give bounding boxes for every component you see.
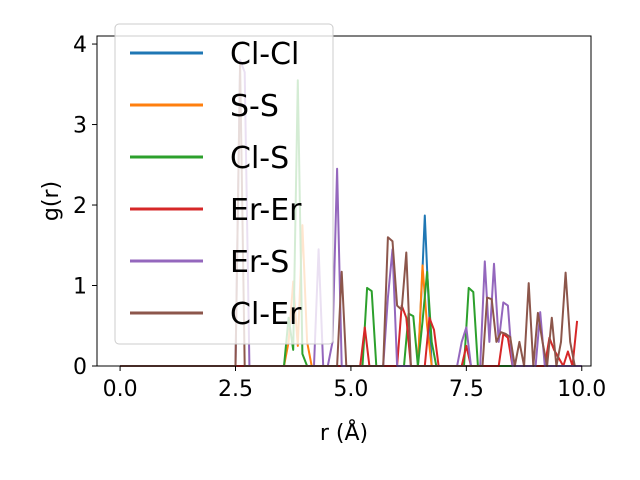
legend-label-s-s: S-S	[230, 89, 279, 124]
series-line-er-er	[120, 304, 579, 367]
y-axis: 0 1 2 3 4	[73, 33, 97, 380]
x-axis-label: r (Å)	[320, 419, 368, 446]
legend: Cl-Cl S-S Cl-S Er-Er Er-S Cl-Er	[114, 23, 334, 345]
legend-label-er-s: Er-S	[230, 245, 289, 280]
plot-frame	[96, 35, 592, 367]
x-axis: 0.0 2.5 5.0 7.5 10.0	[103, 366, 606, 402]
legend-label-cl-er: Cl-Er	[230, 297, 302, 332]
legend-label-er-er: Er-Er	[230, 193, 302, 228]
series-line-cl-er	[120, 63, 576, 367]
x-tick-label: 0.0	[103, 377, 138, 402]
x-tick-label: 5.0	[333, 377, 368, 402]
legend-label-cl-cl: Cl-Cl	[230, 37, 299, 72]
legend-box	[114, 23, 334, 345]
y-tick-label: 3	[73, 114, 87, 139]
x-tick-label: 10.0	[557, 377, 606, 402]
x-tick-label: 2.5	[218, 377, 253, 402]
legend-label-cl-s: Cl-S	[230, 141, 289, 176]
y-tick-label: 1	[73, 275, 87, 300]
x-tick-label: 7.5	[449, 377, 484, 402]
y-tick-label: 4	[73, 33, 87, 58]
y-tick-label: 2	[73, 194, 87, 219]
y-axis-label: g(r)	[39, 181, 64, 221]
y-tick-label: 0	[73, 355, 87, 380]
